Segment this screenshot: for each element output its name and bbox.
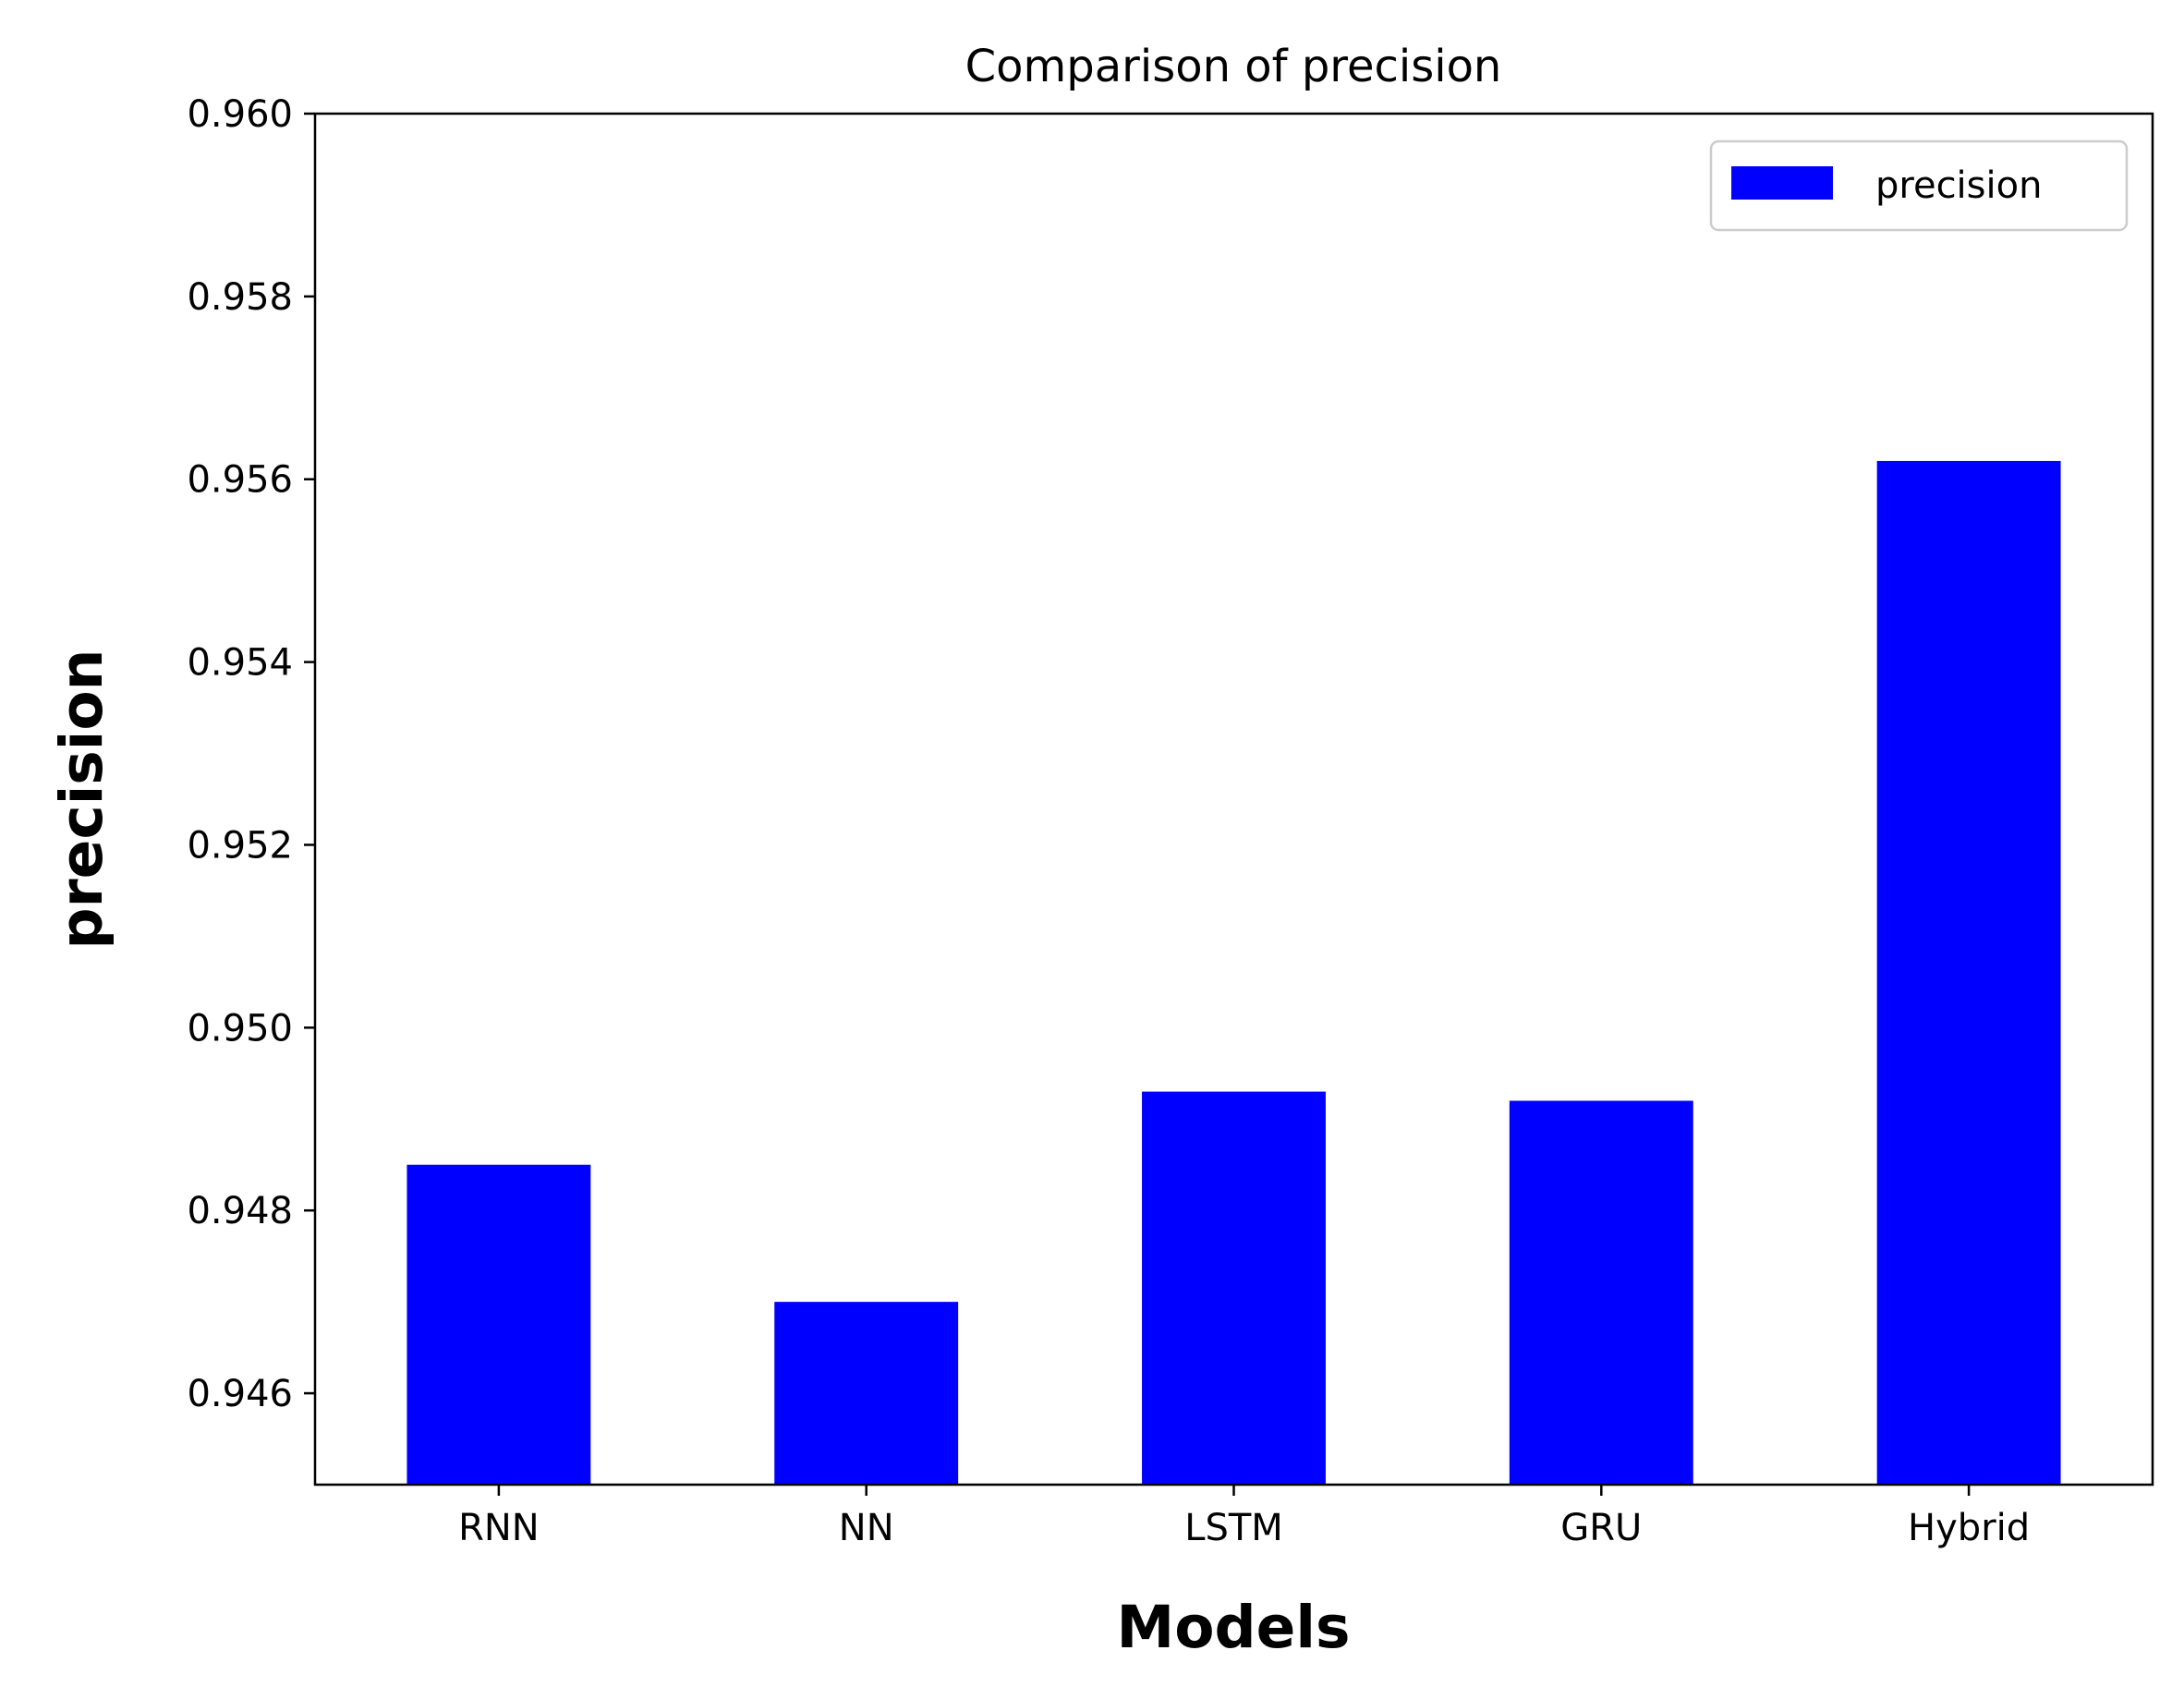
y-tick-label: 0.946 [187, 1373, 293, 1415]
x-axis-label: Models [1117, 1594, 1351, 1661]
legend: precision [1709, 140, 2129, 232]
y-axis-label: precision [48, 649, 115, 949]
bar-rnn [406, 1164, 591, 1485]
y-tick-label: 0.956 [187, 459, 293, 502]
bar-gru [1509, 1100, 1693, 1485]
x-tick-label: LSTM [1184, 1507, 1283, 1549]
y-axis-ticks: 0.946 0.948 0.950 0.952 0.954 0.956 0.958 0.960 [187, 93, 315, 1415]
y-tick-label: 0.952 [187, 824, 293, 867]
chart-title: Comparison of precision [965, 41, 1502, 92]
y-tick-label: 0.950 [187, 1007, 293, 1050]
y-tick-label: 0.960 [187, 93, 293, 136]
legend-frame [1709, 140, 2129, 232]
x-tick-label: GRU [1560, 1507, 1642, 1549]
bar-lstm [1142, 1091, 1326, 1485]
legend-label: precision [1875, 164, 2042, 207]
y-tick-label: 0.958 [187, 276, 293, 319]
y-tick-label: 0.948 [187, 1190, 293, 1232]
bars-group [406, 460, 2061, 1485]
x-tick-label: RNN [458, 1507, 540, 1549]
legend-swatch [1731, 166, 1833, 200]
x-axis-ticks: RNN NN LSTM GRU Hybrid [458, 1485, 2030, 1549]
x-tick-label: Hybrid [1908, 1507, 2030, 1549]
bar-hybrid [1876, 460, 2061, 1485]
y-tick-label: 0.954 [187, 642, 293, 685]
plot-frame [313, 112, 2154, 1487]
bar-nn [774, 1302, 959, 1485]
x-tick-label: NN [839, 1507, 894, 1549]
